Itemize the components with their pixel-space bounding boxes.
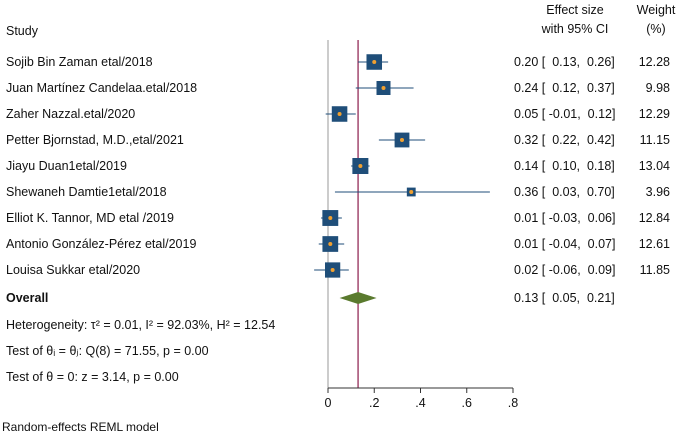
study-name: Elliot K. Tannor, MD etal /2019 [6, 211, 174, 225]
study-name: Shewaneh Damtie1etal/2018 [6, 185, 167, 199]
study-ci-text: 0.24 [ 0.12, 0.37] [514, 81, 615, 95]
study-ci-text: 0.32 [ 0.22, 0.42] [514, 133, 615, 147]
study-effect-point [337, 112, 342, 116]
effect-size-header-line1: Effect size [546, 3, 604, 17]
study-effect-point [372, 60, 377, 64]
overall-ci-text: 0.13 [ 0.05, 0.21] [514, 291, 615, 305]
test-zero-stat: Test of θ = 0: z = 3.14, p = 0.00 [6, 370, 179, 384]
x-axis-tick-label: .2 [369, 396, 379, 410]
study-ci-text: 0.14 [ 0.10, 0.18] [514, 159, 615, 173]
study-weight: 9.98 [645, 81, 670, 95]
study-weight: 12.29 [638, 107, 670, 121]
study-ci-text: 0.01 [ -0.04, 0.07] [514, 237, 616, 251]
study-column-header: Study [6, 24, 38, 38]
study-weight: 13.04 [638, 159, 670, 173]
study-effect-point [358, 164, 363, 168]
weight-header-line2: (%) [646, 22, 666, 36]
study-effect-point [400, 138, 404, 142]
study-name: Zaher Nazzal.etal/2020 [6, 107, 136, 121]
study-name: Sojib Bin Zaman etal/2018 [6, 55, 153, 69]
study-effect-point [328, 216, 333, 220]
study-ci-text: 0.01 [ -0.03, 0.06] [514, 211, 616, 225]
study-ci-text: 0.05 [ -0.01, 0.12] [514, 107, 616, 121]
x-axis-tick-label: .6 [462, 396, 472, 410]
study-name: Antonio González-Pérez etal/2019 [6, 237, 197, 251]
study-weight: 3.96 [645, 185, 670, 199]
x-axis-tick-label: .8 [508, 396, 518, 410]
x-axis-tick-label: 0 [325, 396, 332, 410]
study-weight: 12.28 [638, 55, 670, 69]
heterogeneity-stat: Heterogeneity: τ² = 0.01, I² = 92.03%, H… [6, 318, 276, 332]
study-weight: 11.85 [639, 263, 670, 277]
study-weight: 12.84 [638, 211, 670, 225]
effect-size-header-line2: with 95% CI [541, 22, 609, 36]
study-ci-text: 0.20 [ 0.13, 0.26] [514, 55, 615, 69]
study-name: Juan Martínez Candelaa.etal/2018 [6, 81, 198, 95]
study-weight: 11.15 [639, 133, 670, 147]
study-name: Louisa Sukkar etal/2020 [6, 263, 141, 277]
study-ci-text: 0.02 [ -0.06, 0.09] [514, 263, 616, 277]
study-weight: 12.61 [638, 237, 670, 251]
overall-label: Overall [6, 291, 49, 305]
model-footnote: Random-effects REML model [2, 420, 159, 434]
test-equal-stat: Test of θᵢ = θⱼ: Q(8) = 71.55, p = 0.00 [6, 344, 209, 358]
study-name: Petter Bjornstad, M.D.,etal/2021 [6, 133, 184, 147]
overall-effect-diamond [339, 292, 377, 304]
study-effect-point [381, 86, 386, 90]
x-axis-tick-label: .4 [415, 396, 425, 410]
study-effect-point [328, 242, 333, 246]
study-name: Jiayu Duan1etal/2019 [6, 159, 127, 173]
study-effect-point [409, 190, 414, 194]
study-ci-text: 0.36 [ 0.03, 0.70] [514, 185, 615, 199]
weight-header-line1: Weight [636, 3, 676, 17]
study-effect-point [330, 268, 335, 272]
